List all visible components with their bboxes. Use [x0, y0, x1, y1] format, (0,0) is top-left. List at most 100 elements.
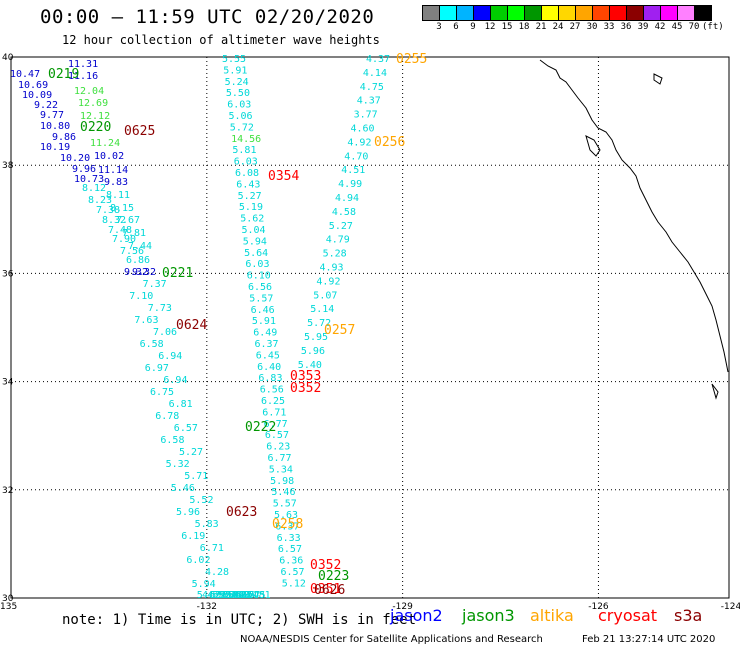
swh-value: 5.32	[166, 459, 190, 470]
swh-value: 10.20	[60, 153, 90, 164]
swh-value: 14.56	[231, 134, 261, 145]
swh-value: 5.27	[329, 221, 353, 232]
swh-value: 5.94	[243, 236, 267, 247]
y-tick-label: 38	[2, 161, 14, 171]
pass-label: 0623	[226, 505, 257, 520]
colorbar-level-label: 24	[552, 22, 564, 32]
colorbar-level-label: 39	[637, 22, 649, 32]
colorbar-level-label: 15	[501, 22, 513, 32]
swh-value: 5.72	[230, 122, 254, 133]
pass-label: 0352	[310, 558, 341, 573]
swh-value: 6.03	[234, 157, 258, 168]
swh-value: 9.86	[52, 132, 76, 143]
swh-value: 5.04	[242, 225, 266, 236]
swh-value: 5.34	[269, 464, 293, 475]
legend-item-s3a: s3a	[674, 606, 703, 625]
swh-value: 5.46	[271, 487, 295, 498]
swh-value: 7.63	[134, 315, 158, 326]
swh-value: 6.97	[145, 363, 169, 374]
swh-value: 6.77	[268, 453, 292, 464]
swh-value: 6.33	[277, 533, 301, 544]
swh-value: 11.31	[68, 59, 98, 70]
swh-value: 5.98	[270, 476, 294, 487]
swh-value: 4.37	[357, 96, 381, 107]
swh-value: 5.81	[232, 145, 256, 156]
island-outline	[711, 383, 719, 400]
swh-value: 8.12	[82, 183, 106, 194]
swh-value: 6.10	[247, 271, 271, 282]
swh-value: 7.90	[112, 234, 136, 245]
swh-value: 6.75	[150, 387, 174, 398]
swh-value: 4.70	[344, 151, 368, 162]
swh-value: 6.03	[227, 100, 251, 111]
pass-label: 0352	[290, 381, 321, 396]
colorbar-unit: (ft)	[702, 22, 724, 32]
swh-value: 9.83	[104, 177, 128, 188]
swh-value: 10.80	[40, 121, 70, 132]
swh-value: 5.71	[184, 471, 208, 482]
swh-value: 3.77	[354, 110, 378, 121]
swh-value: 4.51	[341, 165, 365, 176]
swh-value: 5.64	[244, 248, 268, 259]
swh-value: 5.07	[313, 290, 337, 301]
swh-value: 5.27	[179, 447, 203, 458]
swh-value: 9.96	[72, 164, 96, 175]
pass-label: 0354	[268, 169, 299, 184]
legend-item-jason2: jason2	[390, 606, 443, 625]
swh-value: 5.06	[221, 590, 245, 601]
swh-value: 10.47	[10, 69, 40, 80]
swh-value: 4.94	[335, 193, 359, 204]
swh-value: 8.15	[110, 203, 134, 214]
swh-value: 6.86	[126, 255, 150, 266]
swh-value: 6.23	[266, 442, 290, 453]
pass-label: 0257	[324, 323, 355, 338]
footer-credit: NOAA/NESDIS Center for Satellite Applica…	[240, 634, 543, 645]
swh-value: 6.77	[264, 419, 288, 430]
pass-label: 0220	[80, 120, 111, 135]
pass-label: 0222	[245, 420, 276, 435]
swh-value: 5.77	[236, 590, 260, 601]
swh-value: 4.37	[366, 54, 390, 65]
swh-value: 6.03	[245, 259, 269, 270]
swh-value: 9.32	[124, 267, 148, 278]
swh-value: 11.24	[90, 138, 120, 149]
swh-value: 4.34	[233, 590, 257, 601]
swh-value: 4.60	[351, 124, 375, 135]
swh-value: 5.48	[226, 590, 250, 601]
swh-value: 4.79	[326, 235, 350, 246]
swh-value: 5.72	[307, 318, 331, 329]
footer-note: note: 1) Time is in UTC; 2) SWH is in fe…	[62, 612, 417, 628]
colorbar-level-label: 6	[453, 22, 459, 32]
swh-value: 10.69	[18, 80, 48, 91]
swh-value: 5.96	[176, 507, 200, 518]
pass-label: 0258	[272, 517, 303, 532]
swh-value: 6.58	[160, 435, 184, 446]
swh-value: 5.21	[218, 590, 242, 601]
swh-value: 7.67	[116, 215, 140, 226]
pass-label: 0626	[314, 583, 345, 598]
colorbar-level-label: 3	[436, 22, 442, 32]
swh-value: 6.36	[279, 556, 303, 567]
swh-value: 6.58	[140, 339, 164, 350]
swh-value: 6.08	[235, 168, 259, 179]
swh-value: 8.32	[102, 215, 126, 226]
x-tick-label: -132	[197, 602, 217, 612]
swh-value: 5.19	[239, 202, 263, 213]
footer-timestamp: Feb 21 13:27:14 UTC 2020	[582, 634, 716, 645]
swh-value: 5.37	[228, 590, 252, 601]
swh-value: 5.68	[223, 590, 247, 601]
swh-value: 5.94	[192, 579, 216, 590]
legend-item-altika: altika	[530, 606, 574, 625]
swh-value: 5.91	[252, 316, 276, 327]
swh-value: 6.37	[255, 339, 279, 350]
swh-value: 5.55	[222, 54, 246, 65]
swh-value: 5.83	[195, 519, 219, 530]
swh-value: 5.57	[249, 293, 273, 304]
swh-value: 6.56	[248, 282, 272, 293]
swh-value: 4.93	[320, 263, 344, 274]
swh-value: 9.77	[40, 110, 64, 121]
colorbar-level-label: 36	[620, 22, 632, 32]
swh-value: 6.49	[253, 328, 277, 339]
pass-label: 0351	[310, 582, 341, 597]
colorbar-level-label: 12	[484, 22, 496, 32]
